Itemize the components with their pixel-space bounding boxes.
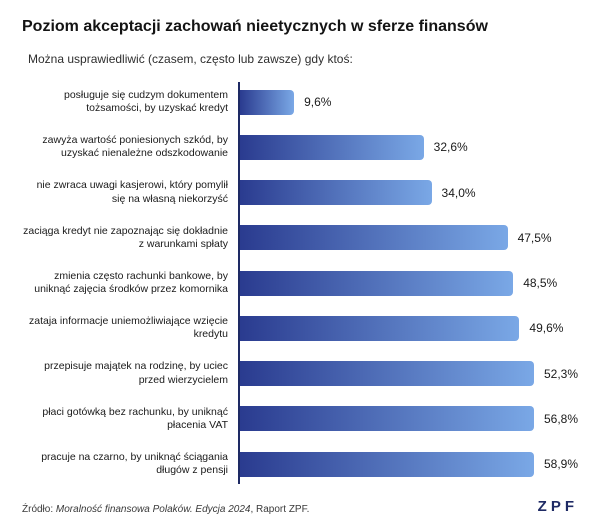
bar-value: 34,0%	[442, 186, 476, 200]
bar-row: 47,5%	[240, 218, 578, 258]
bar-value: 9,6%	[304, 95, 331, 109]
label-row: zmienia często rachunki bankowe, by unik…	[22, 263, 238, 303]
bar-value: 47,5%	[518, 231, 552, 245]
label-row: przepisuje majątek na rodzinę, by uciec …	[22, 354, 238, 394]
bar-label: nie zwraca uwagi kasjerowi, który pomyli…	[22, 179, 238, 205]
bar-row: 56,8%	[240, 399, 578, 439]
bar	[240, 361, 534, 386]
source-prefix: Źródło:	[22, 504, 56, 515]
page: Poziom akceptacji zachowań nieetycznych …	[0, 0, 600, 525]
label-row: płaci gotówką bez rachunku, by uniknąć p…	[22, 399, 238, 439]
label-row: zaciąga kredyt nie zapoznając się dokład…	[22, 218, 238, 258]
bar-value: 48,5%	[523, 276, 557, 290]
chart-subtitle: Można usprawiedliwić (czasem, często lub…	[28, 52, 578, 66]
footer: Źródło: Moralność finansowa Polaków. Edy…	[22, 498, 578, 515]
bar	[240, 271, 513, 296]
bar	[240, 316, 519, 341]
source-title: Moralność finansowa Polaków. Edycja 2024	[56, 504, 251, 515]
label-row: zawyża wartość poniesionych szkód, by uz…	[22, 127, 238, 167]
bar	[240, 452, 534, 477]
bar-label: zawyża wartość poniesionych szkód, by uz…	[22, 134, 238, 160]
bar-row: 32,6%	[240, 127, 578, 167]
bar-row: 58,9%	[240, 444, 578, 484]
bar-value: 52,3%	[544, 367, 578, 381]
bar-chart: posługuje się cudzym dokumentem tożsamoś…	[22, 82, 578, 484]
y-axis-labels: posługuje się cudzym dokumentem tożsamoś…	[22, 82, 238, 484]
bar	[240, 406, 534, 431]
bar-label: zataja informacje uniemożliwiające wzięc…	[22, 315, 238, 341]
bar-label: pracuje na czarno, by uniknąć ściągania …	[22, 451, 238, 477]
label-row: zataja informacje uniemożliwiające wzięc…	[22, 308, 238, 348]
brand-logo: ZPF	[538, 498, 578, 515]
bar	[240, 180, 432, 205]
bar-row: 52,3%	[240, 354, 578, 394]
bar-value: 49,6%	[529, 321, 563, 335]
bar-row: 48,5%	[240, 263, 578, 303]
bar	[240, 135, 424, 160]
bar-row: 34,0%	[240, 173, 578, 213]
bars-area: 9,6% 32,6% 34,0% 47,5% 48,5% 49,6% 52,3% 56,8% 5…	[238, 82, 578, 484]
chart-title: Poziom akceptacji zachowań nieetycznych …	[22, 18, 578, 36]
bar-value: 56,8%	[544, 412, 578, 426]
label-row: nie zwraca uwagi kasjerowi, który pomyli…	[22, 173, 238, 213]
bar	[240, 90, 294, 115]
bar-label: zaciąga kredyt nie zapoznając się dokład…	[22, 225, 238, 251]
bar-label: zmienia często rachunki bankowe, by unik…	[22, 270, 238, 296]
bar-label: przepisuje majątek na rodzinę, by uciec …	[22, 360, 238, 386]
label-row: posługuje się cudzym dokumentem tożsamoś…	[22, 82, 238, 122]
source-suffix: , Raport ZPF.	[250, 504, 309, 515]
bar-label: posługuje się cudzym dokumentem tożsamoś…	[22, 89, 238, 115]
bar-label: płaci gotówką bez rachunku, by uniknąć p…	[22, 406, 238, 432]
source-text: Źródło: Moralność finansowa Polaków. Edy…	[22, 504, 309, 515]
bar-value: 58,9%	[544, 457, 578, 471]
bar	[240, 225, 508, 250]
bar-value: 32,6%	[434, 140, 468, 154]
label-row: pracuje na czarno, by uniknąć ściągania …	[22, 444, 238, 484]
bar-row: 49,6%	[240, 308, 578, 348]
bar-row: 9,6%	[240, 82, 578, 122]
